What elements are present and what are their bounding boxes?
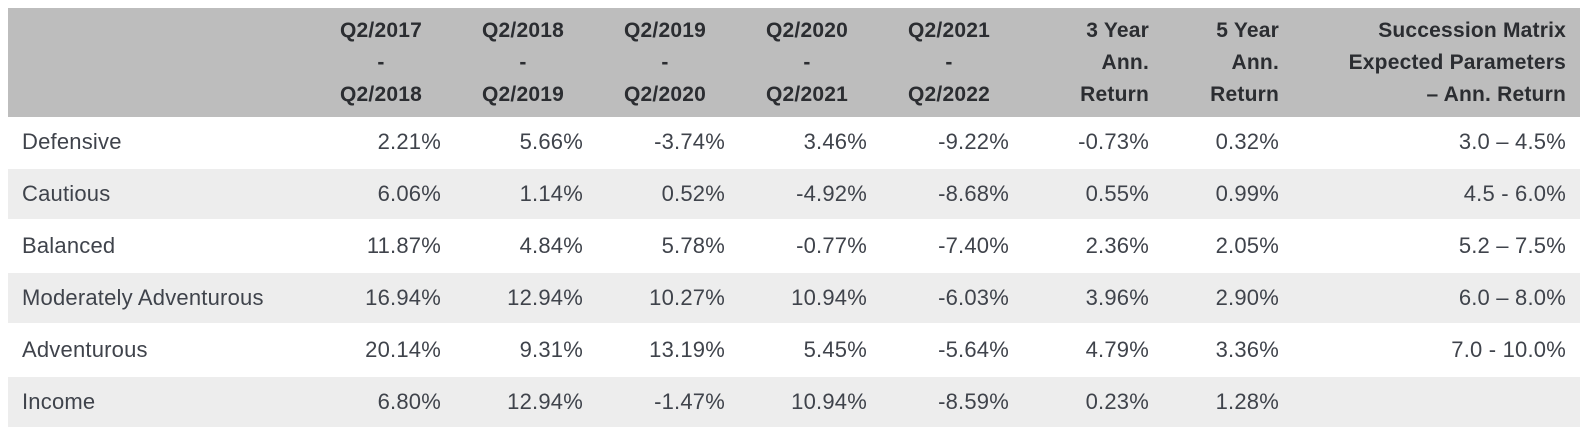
cell: 3.36% <box>1215 337 1279 362</box>
cell: 6.80% <box>313 375 455 429</box>
header-line: Q2/2017 <box>340 18 422 42</box>
header-q2-2018-2019: Q2/2018 - Q2/2019 <box>455 8 597 117</box>
header-q2-2021-2022: Q2/2021 - Q2/2022 <box>881 8 1023 117</box>
header-line: - <box>377 50 385 74</box>
cell: -3.74% <box>654 129 725 154</box>
cell: 1.28% <box>1163 375 1293 429</box>
cell: -7.40% <box>938 233 1009 258</box>
cell: 13.19% <box>649 337 725 362</box>
header-line: Expected Parameters <box>1348 50 1566 74</box>
cell: -9.22% <box>938 129 1009 154</box>
cell: 4.84% <box>519 233 583 258</box>
header-q2-2020-2021: Q2/2020 - Q2/2021 <box>739 8 881 117</box>
cell: 2.21% <box>377 129 441 154</box>
cell: 2.36% <box>1085 233 1149 258</box>
cell: 20.14% <box>365 337 441 362</box>
cell: 12.94% <box>455 271 597 325</box>
cell: -8.59% <box>881 375 1023 429</box>
header-line: Q2/2021 <box>908 18 990 42</box>
header-line: Return <box>1210 82 1279 106</box>
cell: 4.79% <box>1085 337 1149 362</box>
header-line: Succession Matrix <box>1378 18 1566 42</box>
cell: 10.94% <box>739 375 881 429</box>
cell: 7.0 - 10.0% <box>1451 337 1566 362</box>
cell: 3.0 – 4.5% <box>1458 129 1566 154</box>
header-line: Q2/2022 <box>908 82 990 106</box>
cell: 0.23% <box>1023 375 1163 429</box>
cell: 2.05% <box>1215 233 1279 258</box>
table-row-income: Income 6.80% 12.94% -1.47% 10.94% -8.59%… <box>8 375 1580 429</box>
header-line: 3 Year <box>1086 18 1149 42</box>
row-label: Moderately Adventurous <box>8 271 313 325</box>
cell: 10.94% <box>739 271 881 325</box>
header-row: Q2/2017 - Q2/2018 Q2/2018 - Q2/2019 Q2/2… <box>8 8 1580 117</box>
returns-table-container: Q2/2017 - Q2/2018 Q2/2018 - Q2/2019 Q2/2… <box>8 8 1580 429</box>
cell: 5.78% <box>661 233 725 258</box>
cell: 0.52% <box>597 167 739 221</box>
cell: 3.96% <box>1023 271 1163 325</box>
cell: 0.55% <box>1023 167 1163 221</box>
header-line: Ann. <box>1101 50 1149 74</box>
header-line: Q2/2021 <box>766 82 848 106</box>
returns-table: Q2/2017 - Q2/2018 Q2/2018 - Q2/2019 Q2/2… <box>8 8 1580 429</box>
header-label-column <box>8 8 313 117</box>
cell: 5.2 – 7.5% <box>1458 233 1566 258</box>
cell: 2.90% <box>1163 271 1293 325</box>
cell: 0.99% <box>1163 167 1293 221</box>
table-row-adventurous: Adventurous 20.14% 9.31% 13.19% 5.45% -5… <box>8 324 1580 376</box>
table-row-balanced: Balanced 11.87% 4.84% 5.78% -0.77% -7.40… <box>8 220 1580 272</box>
row-label: Cautious <box>8 167 313 221</box>
cell: -1.47% <box>597 375 739 429</box>
cell: 9.31% <box>519 337 583 362</box>
cell: 1.14% <box>455 167 597 221</box>
header-line: Return <box>1080 82 1149 106</box>
cell: 5.66% <box>519 129 583 154</box>
cell: -8.68% <box>881 167 1023 221</box>
table-header: Q2/2017 - Q2/2018 Q2/2018 - Q2/2019 Q2/2… <box>8 8 1580 117</box>
row-label: Balanced <box>22 233 116 258</box>
cell: 12.94% <box>455 375 597 429</box>
header-3-year-ann-return: 3 Year Ann. Return <box>1023 8 1163 117</box>
table-row-moderately-adventurous: Moderately Adventurous 16.94% 12.94% 10.… <box>8 271 1580 325</box>
cell: -5.64% <box>938 337 1009 362</box>
header-line: - <box>519 50 527 74</box>
row-label: Adventurous <box>22 337 148 362</box>
cell: 6.06% <box>313 167 455 221</box>
table-row-defensive: Defensive 2.21% 5.66% -3.74% 3.46% -9.22… <box>8 117 1580 168</box>
header-q2-2019-2020: Q2/2019 - Q2/2020 <box>597 8 739 117</box>
cell: -0.77% <box>796 233 867 258</box>
cell: 11.87% <box>366 233 441 258</box>
header-line: Q2/2020 <box>766 18 848 42</box>
cell: -4.92% <box>739 167 881 221</box>
header-line: Q2/2018 <box>340 82 422 106</box>
header-line: - <box>661 50 669 74</box>
header-succession-matrix: Succession Matrix Expected Parameters – … <box>1293 8 1580 117</box>
header-line: - <box>945 50 953 74</box>
cell: -6.03% <box>881 271 1023 325</box>
header-5-year-ann-return: 5 Year Ann. Return <box>1163 8 1293 117</box>
row-label: Income <box>8 375 313 429</box>
cell: 4.5 - 6.0% <box>1293 167 1580 221</box>
header-line: Q2/2018 <box>482 18 564 42</box>
header-q2-2017-2018: Q2/2017 - Q2/2018 <box>313 8 455 117</box>
cell: 5.45% <box>803 337 867 362</box>
header-line: - <box>803 50 811 74</box>
cell: 6.0 – 8.0% <box>1293 271 1580 325</box>
table-body: Defensive 2.21% 5.66% -3.74% 3.46% -9.22… <box>8 117 1580 429</box>
cell <box>1293 375 1580 429</box>
header-line: Q2/2019 <box>624 18 706 42</box>
cell: -0.73% <box>1078 129 1149 154</box>
header-line: Ann. <box>1231 50 1279 74</box>
row-label: Defensive <box>22 129 122 154</box>
cell: 0.32% <box>1215 129 1279 154</box>
header-line: Q2/2019 <box>482 82 564 106</box>
table-row-cautious: Cautious 6.06% 1.14% 0.52% -4.92% -8.68%… <box>8 167 1580 221</box>
cell: 16.94% <box>313 271 455 325</box>
cell: 3.46% <box>803 129 867 154</box>
header-line: – Ann. Return <box>1426 82 1566 106</box>
header-line: 5 Year <box>1216 18 1279 42</box>
cell: 10.27% <box>597 271 739 325</box>
header-line: Q2/2020 <box>624 82 706 106</box>
